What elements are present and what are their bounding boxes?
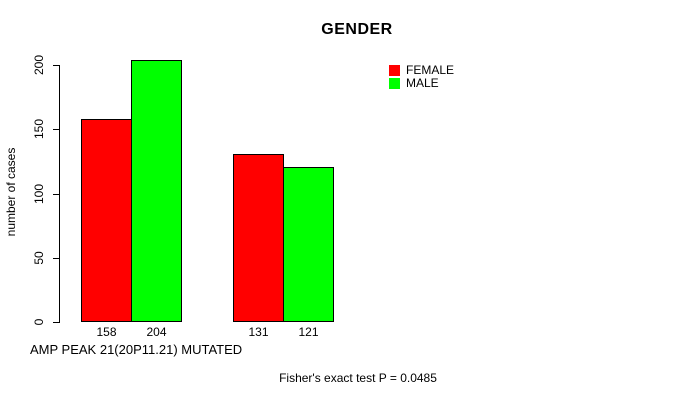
chart-title: GENDER — [321, 21, 393, 38]
bar-value-label: 121 — [298, 325, 319, 339]
y-tick-mark — [53, 258, 60, 259]
bar-value-label: 131 — [248, 325, 269, 339]
bar-male-group1 — [131, 60, 182, 322]
legend-item-male: MALE — [389, 76, 439, 90]
y-tick-label: 50 — [32, 251, 46, 265]
bar-female-group1 — [81, 119, 132, 322]
fisher-test-annotation: Fisher's exact test P = 0.0485 — [279, 371, 437, 385]
bar-male-group2 — [283, 167, 334, 322]
y-tick-mark — [53, 322, 60, 323]
legend-item-female: FEMALE — [389, 63, 455, 77]
y-tick-mark — [53, 194, 60, 195]
bar-value-label: 204 — [146, 325, 167, 339]
y-tick-label: 150 — [32, 118, 46, 140]
legend-swatch-male — [389, 78, 400, 89]
legend-label-male: MALE — [406, 76, 439, 90]
y-tick-mark — [53, 65, 60, 66]
x-axis-title: AMP PEAK 21(20P11.21) MUTATED — [30, 342, 243, 357]
bar-value-label: 158 — [96, 325, 117, 339]
legend-swatch-female — [389, 65, 400, 76]
y-tick-label: 100 — [32, 183, 46, 205]
bar-female-group2 — [233, 154, 284, 322]
y-tick-label: 200 — [32, 54, 46, 76]
y-tick-mark — [53, 129, 60, 130]
y-tick-label: 0 — [32, 318, 46, 326]
legend-label-female: FEMALE — [406, 63, 455, 77]
